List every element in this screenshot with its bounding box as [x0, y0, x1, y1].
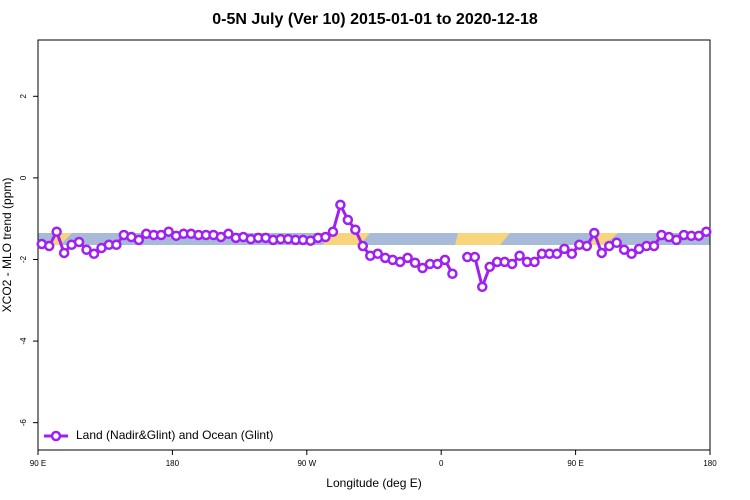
data-point — [589, 227, 600, 239]
data-point — [648, 240, 660, 252]
data-point — [58, 247, 70, 259]
x-tick-label: 90 W — [297, 459, 316, 468]
data-point — [566, 248, 578, 260]
data-point — [320, 231, 331, 243]
land-band — [455, 233, 510, 245]
data-point — [618, 244, 630, 255]
data-point — [551, 248, 563, 260]
data-point — [439, 254, 451, 266]
data-point — [88, 248, 100, 260]
y-tick-label: -4 — [19, 337, 28, 345]
data-point — [327, 226, 339, 237]
x-tick-label: 180 — [703, 459, 717, 468]
data-point — [626, 248, 637, 260]
data-point — [432, 258, 443, 270]
data-point — [417, 262, 428, 274]
x-axis-label: Longitude (deg E) — [326, 476, 421, 490]
data-point — [671, 234, 682, 246]
data-point — [402, 252, 413, 264]
data-point — [529, 256, 540, 268]
data-point — [342, 214, 354, 226]
data-point — [350, 224, 361, 235]
data-point — [111, 239, 122, 251]
data-point — [394, 256, 406, 268]
data-point — [611, 237, 622, 249]
x-tick-label: 180 — [166, 459, 180, 468]
y-tick-label: 0 — [19, 175, 28, 180]
legend-label: Land (Nadir&Glint) and Ocean (Glint) — [76, 428, 273, 442]
x-tick-label: 0 — [439, 459, 444, 468]
data-point — [469, 251, 481, 263]
data-point — [596, 247, 607, 259]
data-point — [693, 230, 705, 242]
data-point — [73, 236, 85, 248]
data-point — [514, 250, 525, 262]
data-point — [51, 226, 62, 237]
chart-title: 0-5N July (Ver 10) 2015-01-01 to 2020-12… — [212, 11, 538, 28]
data-point — [335, 199, 346, 211]
y-tick-label: -2 — [19, 255, 28, 263]
data-point — [477, 281, 488, 293]
x-tick-label: 90 E — [30, 459, 46, 468]
data-point — [133, 234, 145, 246]
y-axis-label: XCO2 - MLO trend (ppm) — [0, 178, 14, 313]
data-point — [506, 258, 518, 270]
data-point — [81, 244, 92, 255]
data-point — [372, 248, 383, 260]
data-point — [484, 261, 495, 273]
data-point — [447, 268, 458, 280]
data-point — [581, 240, 593, 252]
data-point — [409, 257, 421, 268]
data-point — [559, 243, 570, 255]
data-point — [357, 240, 369, 252]
data-point — [163, 226, 174, 237]
y-tick-label: -6 — [19, 419, 28, 427]
x-tick-label: 90 E — [567, 459, 583, 468]
y-tick-label: 2 — [19, 94, 28, 99]
data-point — [43, 240, 55, 252]
data-point — [701, 226, 712, 237]
legend-marker — [50, 430, 62, 442]
data-point — [223, 228, 234, 240]
